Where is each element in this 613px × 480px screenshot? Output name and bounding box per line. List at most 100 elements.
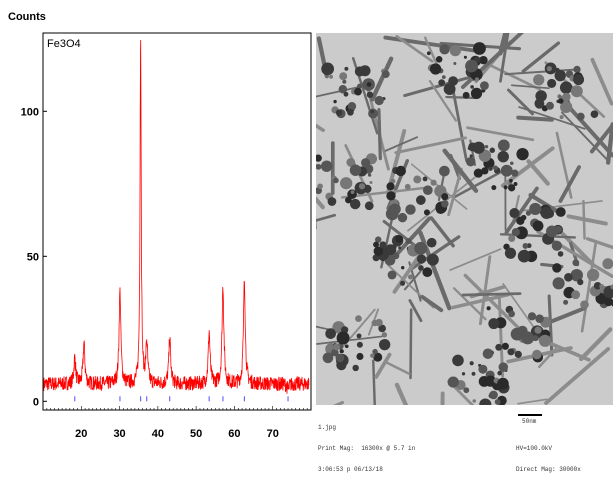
nanoparticle	[321, 63, 334, 76]
nanoparticle	[499, 362, 508, 371]
nanoparticle	[347, 109, 354, 116]
nanoparticle	[388, 270, 397, 279]
nanoparticle	[504, 185, 508, 189]
nanoparticle	[497, 371, 502, 376]
micrograph-footer-right: HV=100.0kV Direct Mag: 30000x	[516, 431, 581, 480]
nanoparticle	[391, 244, 396, 249]
y-tick-label: 50	[27, 251, 39, 263]
nanorod	[373, 361, 375, 405]
nanoparticle	[577, 113, 585, 121]
nanoparticle	[515, 351, 522, 358]
nanoparticle	[599, 284, 604, 289]
nanoparticle	[473, 42, 486, 55]
nanoparticle	[400, 281, 405, 286]
nanoparticle	[534, 327, 541, 334]
nanoparticle	[572, 259, 579, 266]
nanoparticle	[369, 181, 372, 184]
nanoparticle	[533, 74, 544, 85]
nanoparticle	[375, 96, 384, 105]
nanoparticle	[480, 81, 489, 90]
nanoparticle	[558, 251, 564, 257]
y-tick-label: 100	[21, 106, 39, 118]
nanoparticle	[448, 76, 458, 86]
nanoparticle	[485, 145, 488, 148]
nanoparticle	[441, 200, 449, 208]
nanoparticle	[423, 177, 428, 182]
nanoparticle	[357, 333, 362, 338]
nanoparticle	[562, 93, 571, 102]
nanoparticle	[556, 207, 566, 217]
nanoparticle	[439, 166, 450, 177]
nanoparticle	[393, 253, 400, 260]
x-tick-label: 40	[152, 428, 164, 440]
nanoparticle	[564, 273, 573, 282]
nanoparticle	[462, 372, 465, 375]
nanoparticle	[508, 310, 515, 317]
nanoparticle	[495, 344, 502, 351]
nanoparticle	[345, 344, 349, 348]
nanoparticle	[475, 77, 479, 81]
nanoparticle	[571, 85, 583, 97]
nanoparticle	[365, 201, 374, 210]
nanoparticle	[359, 183, 365, 189]
nanoparticle	[344, 92, 349, 97]
nanoparticle	[401, 266, 404, 269]
nanoparticle	[427, 254, 439, 266]
nanoparticle	[465, 60, 478, 73]
nanoparticle	[532, 350, 541, 359]
nanoparticle	[441, 193, 448, 200]
nanorod	[442, 393, 443, 405]
nanoparticle	[448, 376, 459, 387]
nanoparticle	[361, 158, 370, 167]
nanoparticle	[427, 51, 431, 55]
nanoparticle	[339, 72, 347, 80]
nanoparticle	[416, 195, 426, 205]
nanoparticle	[471, 88, 482, 99]
nanoparticle	[431, 180, 437, 186]
nanoparticle	[563, 300, 568, 305]
nanoparticle	[379, 241, 386, 248]
nanoparticle	[340, 177, 352, 189]
nanoparticle	[502, 343, 509, 350]
nanoparticle	[395, 235, 403, 243]
nanoparticle	[321, 161, 332, 172]
nanoparticle	[476, 50, 480, 54]
nanoparticle	[367, 82, 372, 87]
nanoparticle	[342, 80, 346, 84]
nanoparticle	[497, 378, 509, 390]
nanoparticle	[450, 45, 461, 56]
nanoparticle	[340, 349, 344, 353]
nanoparticle	[535, 314, 544, 323]
nanoparticle	[350, 164, 361, 175]
scale-label: 50nm	[522, 418, 536, 425]
nanorod	[463, 294, 520, 295]
tem-micrograph	[316, 33, 613, 405]
nanoparticle	[547, 79, 556, 88]
nanoparticle	[547, 66, 552, 71]
nanoparticle	[546, 102, 554, 110]
nanoparticle	[386, 191, 395, 200]
nanoparticle	[505, 248, 516, 259]
nanoparticle	[422, 267, 432, 277]
nanoparticle	[487, 380, 491, 384]
nanoparticle	[470, 85, 474, 89]
nanoparticle	[533, 221, 544, 232]
nanoparticle	[573, 74, 584, 85]
nanoparticle	[488, 318, 499, 329]
nanoparticle	[501, 165, 513, 177]
nanoparticle	[413, 175, 421, 183]
nanoparticle	[348, 102, 356, 110]
nanoparticle	[390, 203, 400, 213]
reference-lines	[75, 396, 288, 401]
nanoparticle	[489, 391, 498, 400]
footer-filename: 1.jpg	[318, 424, 415, 431]
nanoparticle	[552, 263, 562, 273]
nanoparticle	[356, 353, 363, 360]
nanorod	[411, 310, 412, 378]
nanoparticle	[470, 361, 474, 365]
nanoparticle	[382, 332, 387, 337]
nanoparticle	[423, 185, 433, 195]
nanoparticle	[493, 166, 498, 171]
